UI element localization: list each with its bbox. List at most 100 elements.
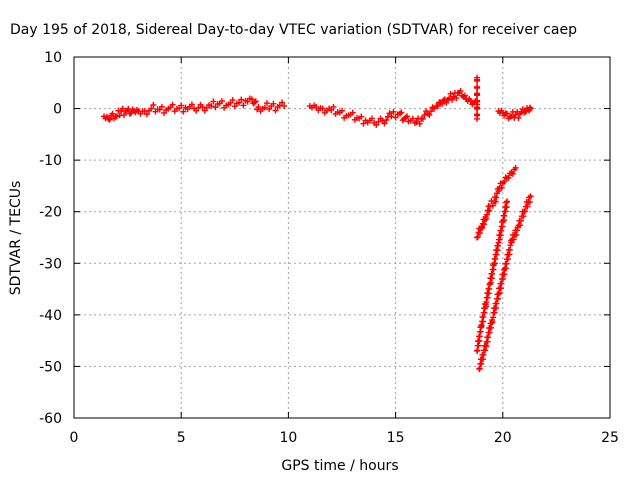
data-point: [513, 231, 520, 238]
data-point: [499, 223, 506, 230]
data-point: [488, 197, 495, 204]
x-tick-label: 15: [387, 430, 405, 446]
data-point: [197, 101, 204, 108]
chart-title: Day 195 of 2018, Sidereal Day-to-day VTE…: [10, 22, 577, 38]
data-point: [515, 114, 522, 121]
y-tick-label: 0: [53, 102, 62, 118]
data-point: [503, 204, 510, 211]
data-point: [526, 104, 533, 111]
data-point: [526, 199, 533, 206]
data-point: [426, 112, 433, 119]
data-point: [106, 116, 113, 123]
data-point: [311, 102, 318, 109]
data-point: [495, 242, 502, 249]
data-point: [492, 198, 499, 205]
data-point: [358, 113, 365, 120]
data-point: [505, 174, 512, 181]
data-point: [154, 106, 161, 113]
data-point: [386, 110, 393, 117]
data-point: [263, 100, 270, 107]
y-axis-label: SDTVAR / TECUs: [8, 181, 24, 296]
data-point: [240, 102, 247, 109]
data-point: [522, 208, 529, 215]
data-point: [449, 96, 456, 103]
data-point: [375, 118, 382, 125]
data-point: [510, 236, 517, 243]
data-point: [278, 99, 285, 106]
data-point: [453, 95, 460, 102]
data-point: [478, 324, 485, 331]
data-point: [244, 98, 251, 105]
y-tick-label: -60: [39, 411, 62, 427]
data-point: [108, 112, 115, 119]
data-point: [427, 108, 434, 115]
data-point: [390, 108, 397, 115]
data-point: [493, 194, 500, 201]
data-point: [384, 113, 391, 120]
data-point: [188, 101, 195, 108]
data-point: [498, 184, 505, 191]
data-point: [502, 110, 509, 117]
data-point: [498, 107, 505, 114]
data-point: [509, 170, 516, 177]
data-point: [369, 115, 376, 122]
data-point: [229, 97, 236, 104]
data-point: [526, 194, 533, 201]
data-point: [377, 115, 384, 122]
data-point: [474, 111, 481, 118]
data-point: [236, 99, 243, 106]
data-point: [383, 117, 390, 124]
data-point: [266, 106, 273, 113]
data-point: [349, 109, 356, 116]
data-point: [517, 222, 524, 229]
data-point: [270, 100, 277, 107]
data-point: [259, 105, 266, 112]
data-point: [169, 101, 176, 108]
data-point: [511, 166, 518, 173]
data-point: [474, 76, 481, 83]
data-point: [210, 98, 217, 105]
data-point: [246, 95, 253, 102]
y-tick-label: -40: [39, 308, 62, 324]
x-tick-label: 25: [601, 430, 619, 446]
data-point: [409, 115, 416, 122]
data-point: [466, 96, 473, 103]
data-point: [457, 87, 464, 94]
data-point: [150, 101, 157, 108]
data-point: [461, 92, 468, 99]
data-point: [494, 190, 501, 197]
data-point: [486, 207, 493, 214]
data-point: [351, 116, 358, 123]
data-point: [394, 111, 401, 118]
data-point: [373, 121, 380, 128]
data-point: [474, 234, 481, 241]
data-point: [413, 118, 420, 125]
data-point: [251, 99, 258, 106]
y-tick-label: -30: [39, 256, 62, 272]
x-tick-label: 5: [177, 430, 186, 446]
data-point: [398, 109, 405, 116]
data-point: [223, 102, 230, 109]
ticks: 0 5 10 15 20 25 10 0 -10 -20 -30 -40 -50 -60: [39, 50, 619, 446]
data-point: [506, 113, 513, 120]
data-point: [238, 96, 245, 103]
data-point: [146, 107, 153, 114]
data-point: [103, 113, 110, 120]
data-point: [514, 227, 521, 234]
data-point: [520, 213, 527, 220]
data-point: [504, 198, 511, 205]
data-point: [381, 120, 388, 127]
data-point: [476, 230, 483, 237]
x-tick-label: 10: [279, 430, 297, 446]
data-point: [115, 107, 122, 114]
data-point: [392, 114, 399, 121]
data-point: [474, 90, 481, 97]
data-point: [112, 113, 119, 120]
data-point: [474, 104, 481, 111]
data-point: [252, 98, 259, 105]
data-point: [404, 113, 411, 120]
data-point: [474, 97, 481, 104]
data-point: [524, 203, 531, 210]
y-tick-label: -20: [39, 205, 62, 221]
data-point: [317, 105, 324, 112]
